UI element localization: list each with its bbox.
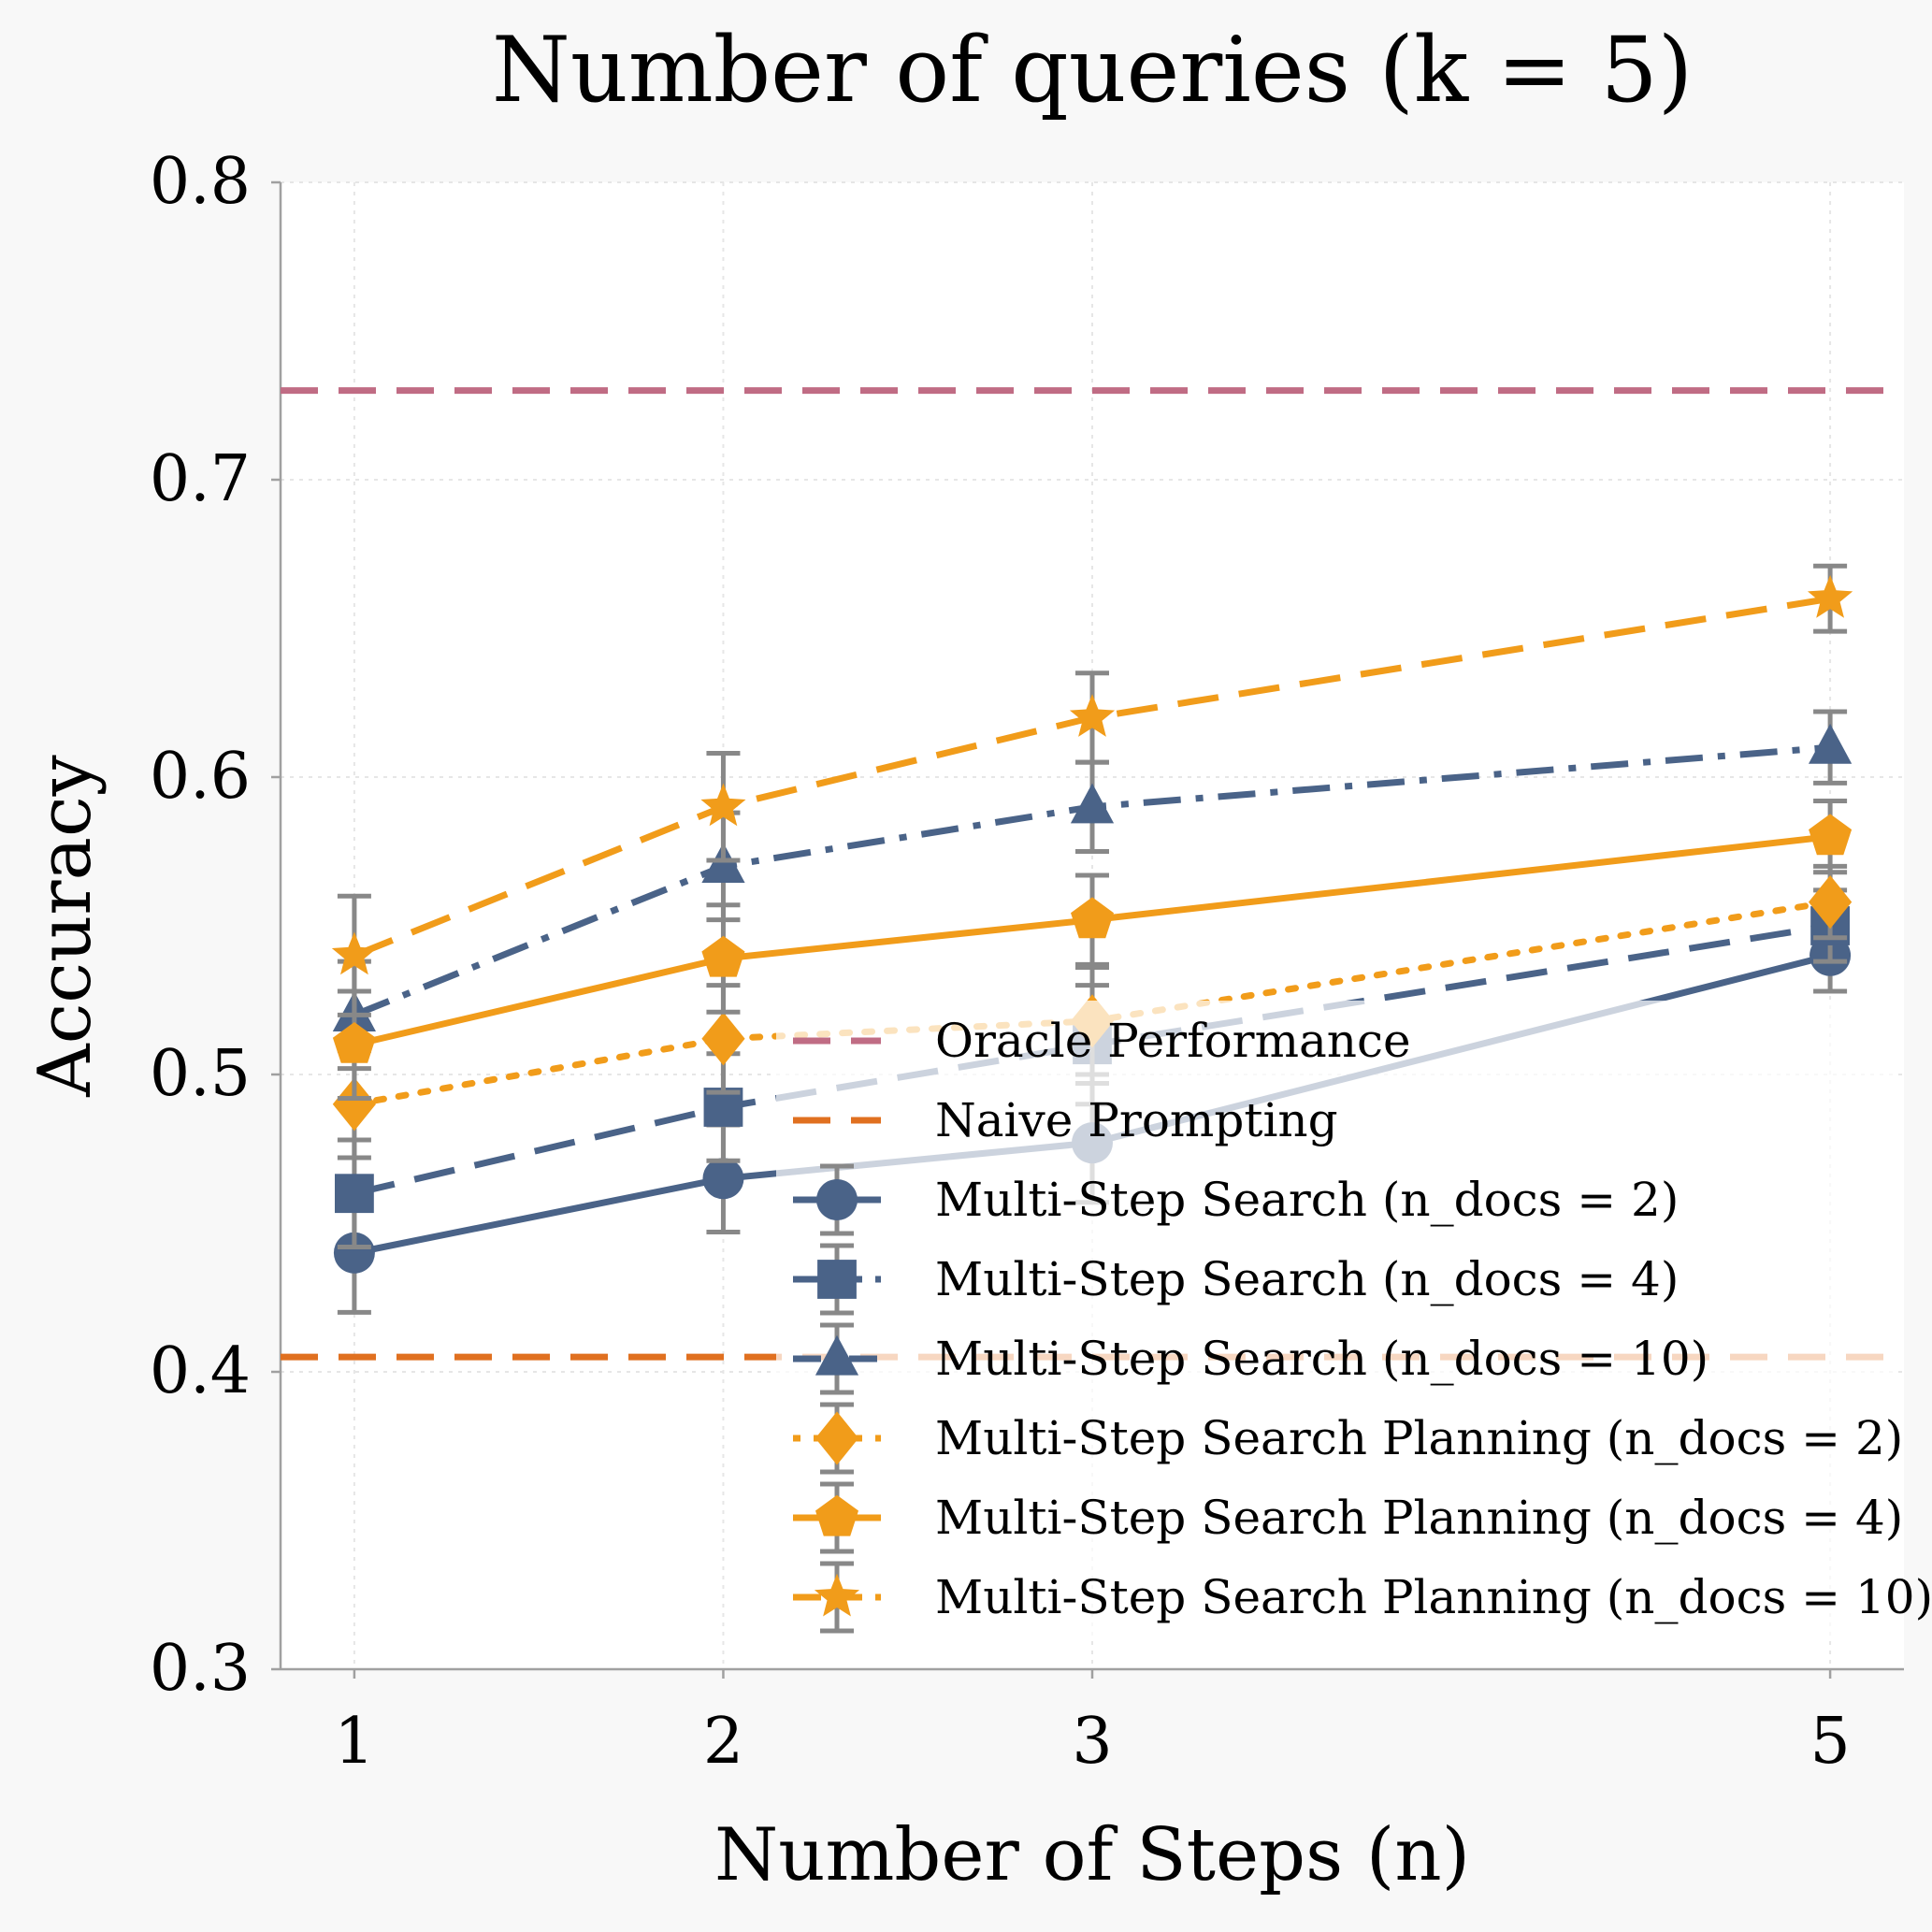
y-tick-label: 0.8 xyxy=(150,145,251,219)
chart-title: Number of queries (k = 5) xyxy=(492,18,1693,123)
data-point xyxy=(333,1232,375,1274)
data-point xyxy=(332,1022,376,1063)
legend-entry: Multi-Step Search (n_docs = 2) xyxy=(793,1163,1679,1236)
legend-entry: Multi-Step Search (n_docs = 10) xyxy=(793,1322,1709,1395)
series-5 xyxy=(332,798,1853,1101)
legend-marker xyxy=(816,1179,858,1220)
legend-entry: Multi-Step Search (n_docs = 4) xyxy=(793,1243,1679,1316)
legend-label: Multi-Step Search (n_docs = 4) xyxy=(935,1252,1679,1306)
y-tick-label: 0.3 xyxy=(150,1632,251,1706)
data-point xyxy=(331,931,377,975)
legend-label: Multi-Step Search Planning (n_docs = 2) xyxy=(935,1411,1903,1465)
legend-label: Multi-Step Search Planning (n_docs = 4) xyxy=(935,1491,1903,1545)
data-point xyxy=(335,1174,374,1214)
data-point xyxy=(1069,694,1116,737)
series-group xyxy=(331,563,1853,1315)
data-point xyxy=(1071,897,1114,939)
legend-entry: Naive Prompting xyxy=(793,1093,1338,1147)
legend-marker xyxy=(815,1334,859,1376)
data-point xyxy=(702,1158,744,1200)
x-axis-label: Number of Steps (n) xyxy=(714,1813,1470,1897)
data-point xyxy=(1809,814,1853,856)
legend-entry: Oracle Performance xyxy=(793,1014,1411,1068)
data-point xyxy=(701,1012,745,1066)
x-tick-label: 1 xyxy=(334,1705,374,1779)
legend-marker xyxy=(817,1260,857,1299)
legend-label: Multi-Step Search (n_docs = 10) xyxy=(935,1332,1709,1386)
series-6 xyxy=(331,563,1853,1017)
y-tick-label: 0.5 xyxy=(150,1037,251,1111)
legend-label: Naive Prompting xyxy=(935,1093,1338,1147)
data-point xyxy=(1809,723,1853,764)
series-line xyxy=(353,743,1831,1018)
data-point xyxy=(701,843,745,883)
data-point xyxy=(1070,783,1115,824)
series-line xyxy=(353,833,1831,1048)
data-point xyxy=(1808,574,1853,618)
legend-marker xyxy=(815,1411,859,1465)
data-point xyxy=(332,1077,376,1132)
legend-entry: Multi-Step Search Planning (n_docs = 4) xyxy=(793,1481,1903,1554)
data-point xyxy=(1809,875,1853,930)
axes: 0.3 0.4 0.5 0.6 0.7 0.8 1 2 3 5 xyxy=(150,145,1904,1779)
data-point xyxy=(701,935,745,977)
data-point xyxy=(700,783,746,827)
y-axis-label: Accuracy xyxy=(23,755,108,1097)
legend: Oracle Performance Naive Prompting Multi-S… xyxy=(776,1001,1932,1636)
y-tick-label: 0.7 xyxy=(150,442,251,516)
legend-label: Oracle Performance xyxy=(935,1014,1411,1068)
y-tick-label: 0.4 xyxy=(150,1334,251,1408)
x-tick-label: 3 xyxy=(1072,1705,1112,1779)
legend-marker xyxy=(814,1573,860,1617)
y-tick-label: 0.6 xyxy=(150,740,251,814)
legend-marker xyxy=(815,1494,858,1536)
series-line xyxy=(353,595,1831,959)
x-tick-label: 2 xyxy=(703,1705,743,1779)
legend-label: Multi-Step Search (n_docs = 2) xyxy=(935,1173,1679,1227)
legend-box xyxy=(776,1001,1898,1636)
legend-entry: Multi-Step Search Planning (n_docs = 2) xyxy=(793,1402,1903,1475)
legend-entry: Multi-Step Search Planning (n_docs = 10) xyxy=(793,1561,1932,1634)
legend-label: Multi-Step Search Planning (n_docs = 10) xyxy=(935,1570,1932,1624)
x-tick-label: 5 xyxy=(1809,1705,1850,1779)
